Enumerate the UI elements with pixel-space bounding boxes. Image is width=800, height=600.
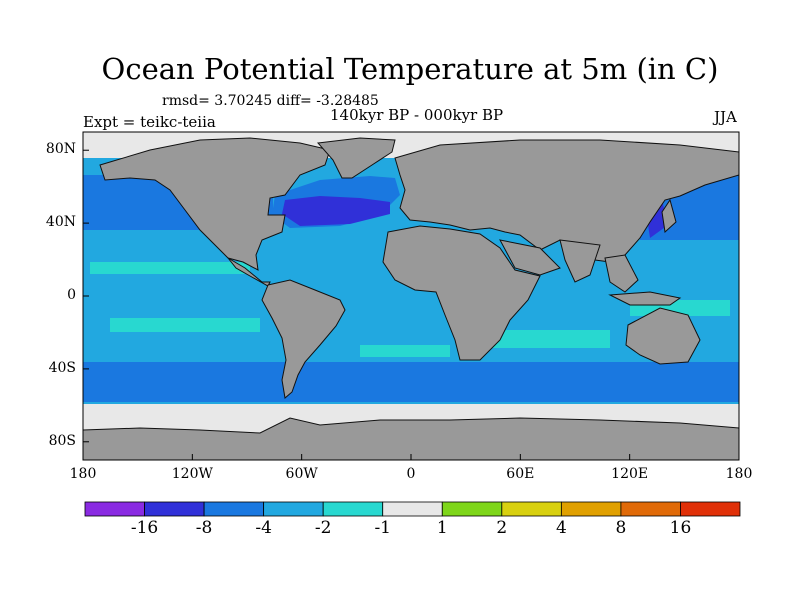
colorbar-bin — [203, 501, 265, 517]
colorbar-bin — [84, 501, 145, 517]
colorbar — [84, 501, 741, 517]
southern-band — [83, 362, 739, 402]
colorbar-label: 16 — [669, 518, 692, 538]
colorbar-label: 2 — [496, 518, 508, 538]
colorbar-bin — [144, 501, 205, 517]
south-atlantic-band — [360, 345, 450, 357]
season-text: JJA — [714, 108, 737, 126]
india-land — [559, 239, 601, 283]
colorbar-label: 8 — [615, 518, 627, 538]
japan-land — [661, 198, 677, 233]
map-field — [83, 132, 739, 460]
colorbar-label: 1 — [436, 518, 448, 538]
colorbar-label: -1 — [374, 518, 391, 538]
equatorial-band — [110, 318, 260, 332]
greenland-land — [316, 137, 396, 179]
land — [83, 137, 739, 460]
colorbar-label: -2 — [314, 518, 332, 538]
africa-land — [382, 225, 541, 361]
x-tick-label: 180 — [725, 466, 753, 482]
colorbar-label: 4 — [555, 518, 567, 538]
australia-land — [625, 307, 701, 365]
arabia-land — [499, 239, 561, 276]
indonesia-land — [608, 291, 682, 306]
stats-text: rmsd= 3.70245 diff= -3.28485 — [162, 93, 379, 109]
colorbar-bin — [441, 501, 503, 517]
y-tick-label: 40N — [45, 214, 76, 231]
y-tick-label: 0 — [67, 287, 76, 303]
y-tick-label: 80N — [45, 141, 76, 158]
colorbar-bin — [620, 501, 681, 517]
central-america-land — [227, 257, 271, 287]
colorbar-label: -4 — [255, 518, 272, 538]
x-tick-label: 120W — [171, 466, 213, 482]
north-america-land — [99, 137, 331, 271]
y-tick-label: 40S — [48, 359, 76, 376]
antarctica-land — [83, 417, 739, 460]
chart-title: Ocean Potential Temperature at 5m (in C) — [101, 52, 719, 86]
south-america-land — [261, 279, 346, 399]
x-tick-label: 120E — [611, 466, 649, 482]
southeast-asia-land — [604, 254, 639, 293]
colorbar-label: -16 — [130, 518, 159, 538]
period-text: 140kyr BP - 000kyr BP — [330, 106, 504, 124]
x-tick-label: 0 — [406, 466, 416, 482]
x-tick-label: 60W — [285, 466, 318, 482]
colorbar-bin — [560, 501, 622, 517]
colorbar-bin — [501, 501, 562, 517]
x-tick-label: 60E — [506, 466, 535, 482]
indian-ocean-band — [470, 330, 610, 348]
colorbar-bin — [322, 501, 384, 517]
colorbar-bin — [263, 501, 324, 517]
experiment-text: Expt = teikc-teiia — [83, 113, 216, 131]
north-atlantic-core — [282, 196, 390, 226]
y-tick-label: 80S — [48, 432, 76, 449]
colorbar-bin — [680, 501, 741, 517]
axis-ticks — [82, 149, 740, 460]
colorbar-bin — [382, 501, 443, 517]
equatorial-band — [90, 262, 250, 274]
x-tick-label: 180 — [69, 466, 97, 482]
colorbar-label: -8 — [195, 518, 213, 538]
